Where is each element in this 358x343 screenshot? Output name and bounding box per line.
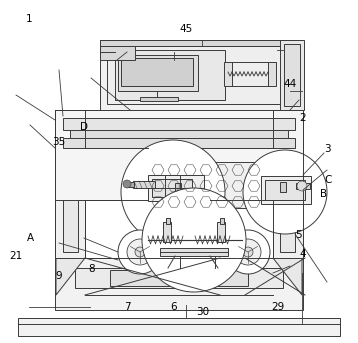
Bar <box>265 180 305 200</box>
Bar <box>133 181 155 188</box>
Bar <box>121 58 193 86</box>
Bar <box>284 44 300 106</box>
Text: 8: 8 <box>88 264 95 274</box>
Text: 44: 44 <box>283 79 297 89</box>
Text: 9: 9 <box>56 271 62 281</box>
Bar <box>107 46 283 104</box>
Circle shape <box>243 247 253 257</box>
Text: 21: 21 <box>9 250 23 261</box>
Text: 7: 7 <box>124 302 130 312</box>
Text: 3: 3 <box>324 144 331 154</box>
Bar <box>148 175 204 201</box>
Bar <box>261 176 311 204</box>
Circle shape <box>142 188 246 292</box>
Bar <box>70 130 288 138</box>
Circle shape <box>243 150 327 234</box>
Bar <box>280 40 304 110</box>
Bar <box>63 138 295 148</box>
Bar <box>273 110 303 258</box>
Circle shape <box>235 239 261 265</box>
Bar <box>166 218 170 224</box>
Bar <box>280 182 286 192</box>
Text: 45: 45 <box>179 24 193 34</box>
Bar <box>118 55 198 91</box>
Bar <box>100 40 290 110</box>
Bar <box>220 218 224 224</box>
Circle shape <box>226 230 270 274</box>
Text: D: D <box>80 122 88 132</box>
Circle shape <box>127 239 153 265</box>
Circle shape <box>123 180 131 188</box>
Text: A: A <box>27 233 34 244</box>
Text: 5: 5 <box>296 230 302 240</box>
Bar <box>126 182 134 187</box>
Bar <box>140 97 178 101</box>
Circle shape <box>297 181 307 191</box>
Circle shape <box>118 230 162 274</box>
Bar <box>152 179 192 197</box>
Text: 29: 29 <box>271 302 284 312</box>
Circle shape <box>135 247 145 257</box>
Bar <box>75 268 283 288</box>
Bar <box>100 46 135 60</box>
Text: 6: 6 <box>170 302 177 312</box>
Bar <box>55 258 303 310</box>
Bar <box>175 183 181 193</box>
Bar <box>268 62 276 86</box>
Bar <box>63 116 78 252</box>
Bar <box>110 270 248 286</box>
Bar <box>224 62 232 86</box>
Bar <box>55 110 85 258</box>
Text: C: C <box>324 175 331 185</box>
Bar <box>160 248 228 256</box>
Text: 35: 35 <box>52 137 66 147</box>
Bar <box>296 183 310 189</box>
Bar <box>280 116 295 252</box>
Bar <box>18 318 340 336</box>
Text: 1: 1 <box>25 14 32 24</box>
Text: 2: 2 <box>299 113 306 123</box>
Bar <box>63 118 295 130</box>
Bar <box>217 222 225 242</box>
Text: 4: 4 <box>299 249 306 259</box>
Bar <box>100 40 290 46</box>
Text: 30: 30 <box>196 307 209 317</box>
Bar <box>55 110 303 200</box>
Text: B: B <box>320 189 328 199</box>
Bar <box>148 162 263 208</box>
Polygon shape <box>273 258 302 295</box>
Bar <box>163 222 171 242</box>
Bar <box>115 50 225 100</box>
Polygon shape <box>56 258 85 295</box>
Circle shape <box>121 140 225 244</box>
